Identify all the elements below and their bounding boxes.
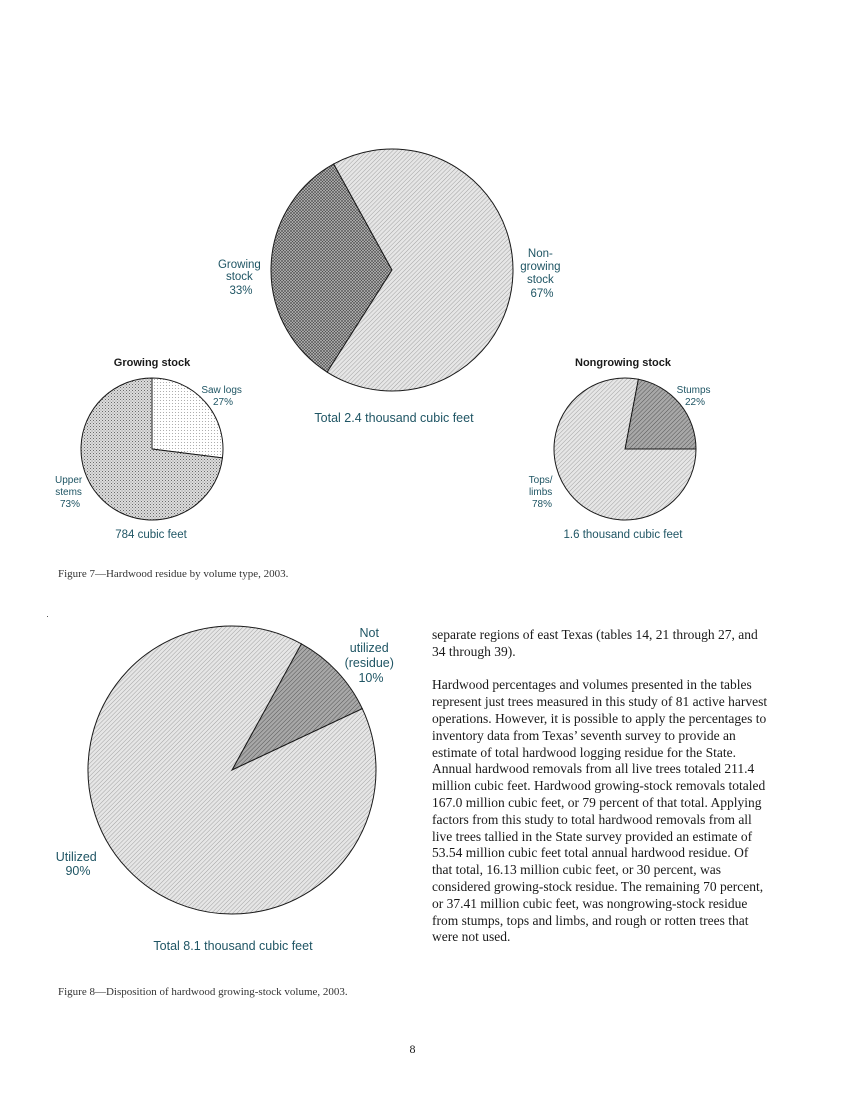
label-upper-stems: Upper stems 73% [55, 475, 85, 510]
stray-dot [47, 616, 48, 617]
pie-disposition: Not utilized (residue) 10% Utilized 90% … [56, 625, 398, 953]
body-text-column: separate regions of east Texas (tables 1… [432, 627, 772, 963]
label-tops-limbs: Tops/ limbs 78% [529, 475, 556, 510]
pie-nongrowing-stock: Nongrowing stock Stumps 22% Tops/ limbs … [529, 357, 714, 541]
page-number: 8 [409, 1042, 416, 1056]
label-utilized: Utilized 90% [56, 850, 100, 878]
label-not-utilized: Not utilized (residue) 10% [345, 626, 398, 685]
total-label-growing-stock: 784 cubic feet [115, 529, 187, 541]
slice-saw-logs [151, 377, 224, 459]
label-nongrowing-stock: Non- growing stock 67% [520, 248, 563, 300]
label-saw-logs: Saw logs 27% [201, 385, 244, 408]
body-paragraph: separate regions of east Texas (tables 1… [432, 627, 758, 659]
label-stumps: Stumps 22% [677, 385, 714, 408]
total-label-disposition: Total 8.1 thousand cubic feet [153, 939, 313, 953]
pie-title-nongrowing-stock: Nongrowing stock [575, 357, 672, 369]
body-paragraph: Hardwood percentages and volumes present… [432, 677, 768, 945]
figure-7-caption: Figure 7—Hardwood residue by volume type… [58, 568, 289, 580]
pie-growing-stock: Growing stock Saw logs 27% Upper stems 7… [55, 357, 244, 541]
slice-nongrowing-stock [326, 148, 514, 392]
slice-stumps [624, 378, 697, 450]
slice-tops-limbs [553, 377, 697, 521]
slice-not-utilized [230, 643, 363, 772]
label-growing-stock: Growing stock 33% [218, 259, 264, 297]
slice-utilized [87, 625, 377, 915]
pie-title-growing-stock: Growing stock [114, 357, 191, 369]
total-label-nongrowing-stock: 1.6 thousand cubic feet [564, 529, 684, 541]
slice-upper-stems [80, 377, 223, 521]
pie-main-volume-type: Growing stock 33% Non- growing stock 67%… [218, 148, 563, 425]
figure-8-caption: Figure 8—Disposition of hardwood growing… [58, 986, 348, 998]
total-label-main: Total 2.4 thousand cubic feet [314, 411, 474, 425]
